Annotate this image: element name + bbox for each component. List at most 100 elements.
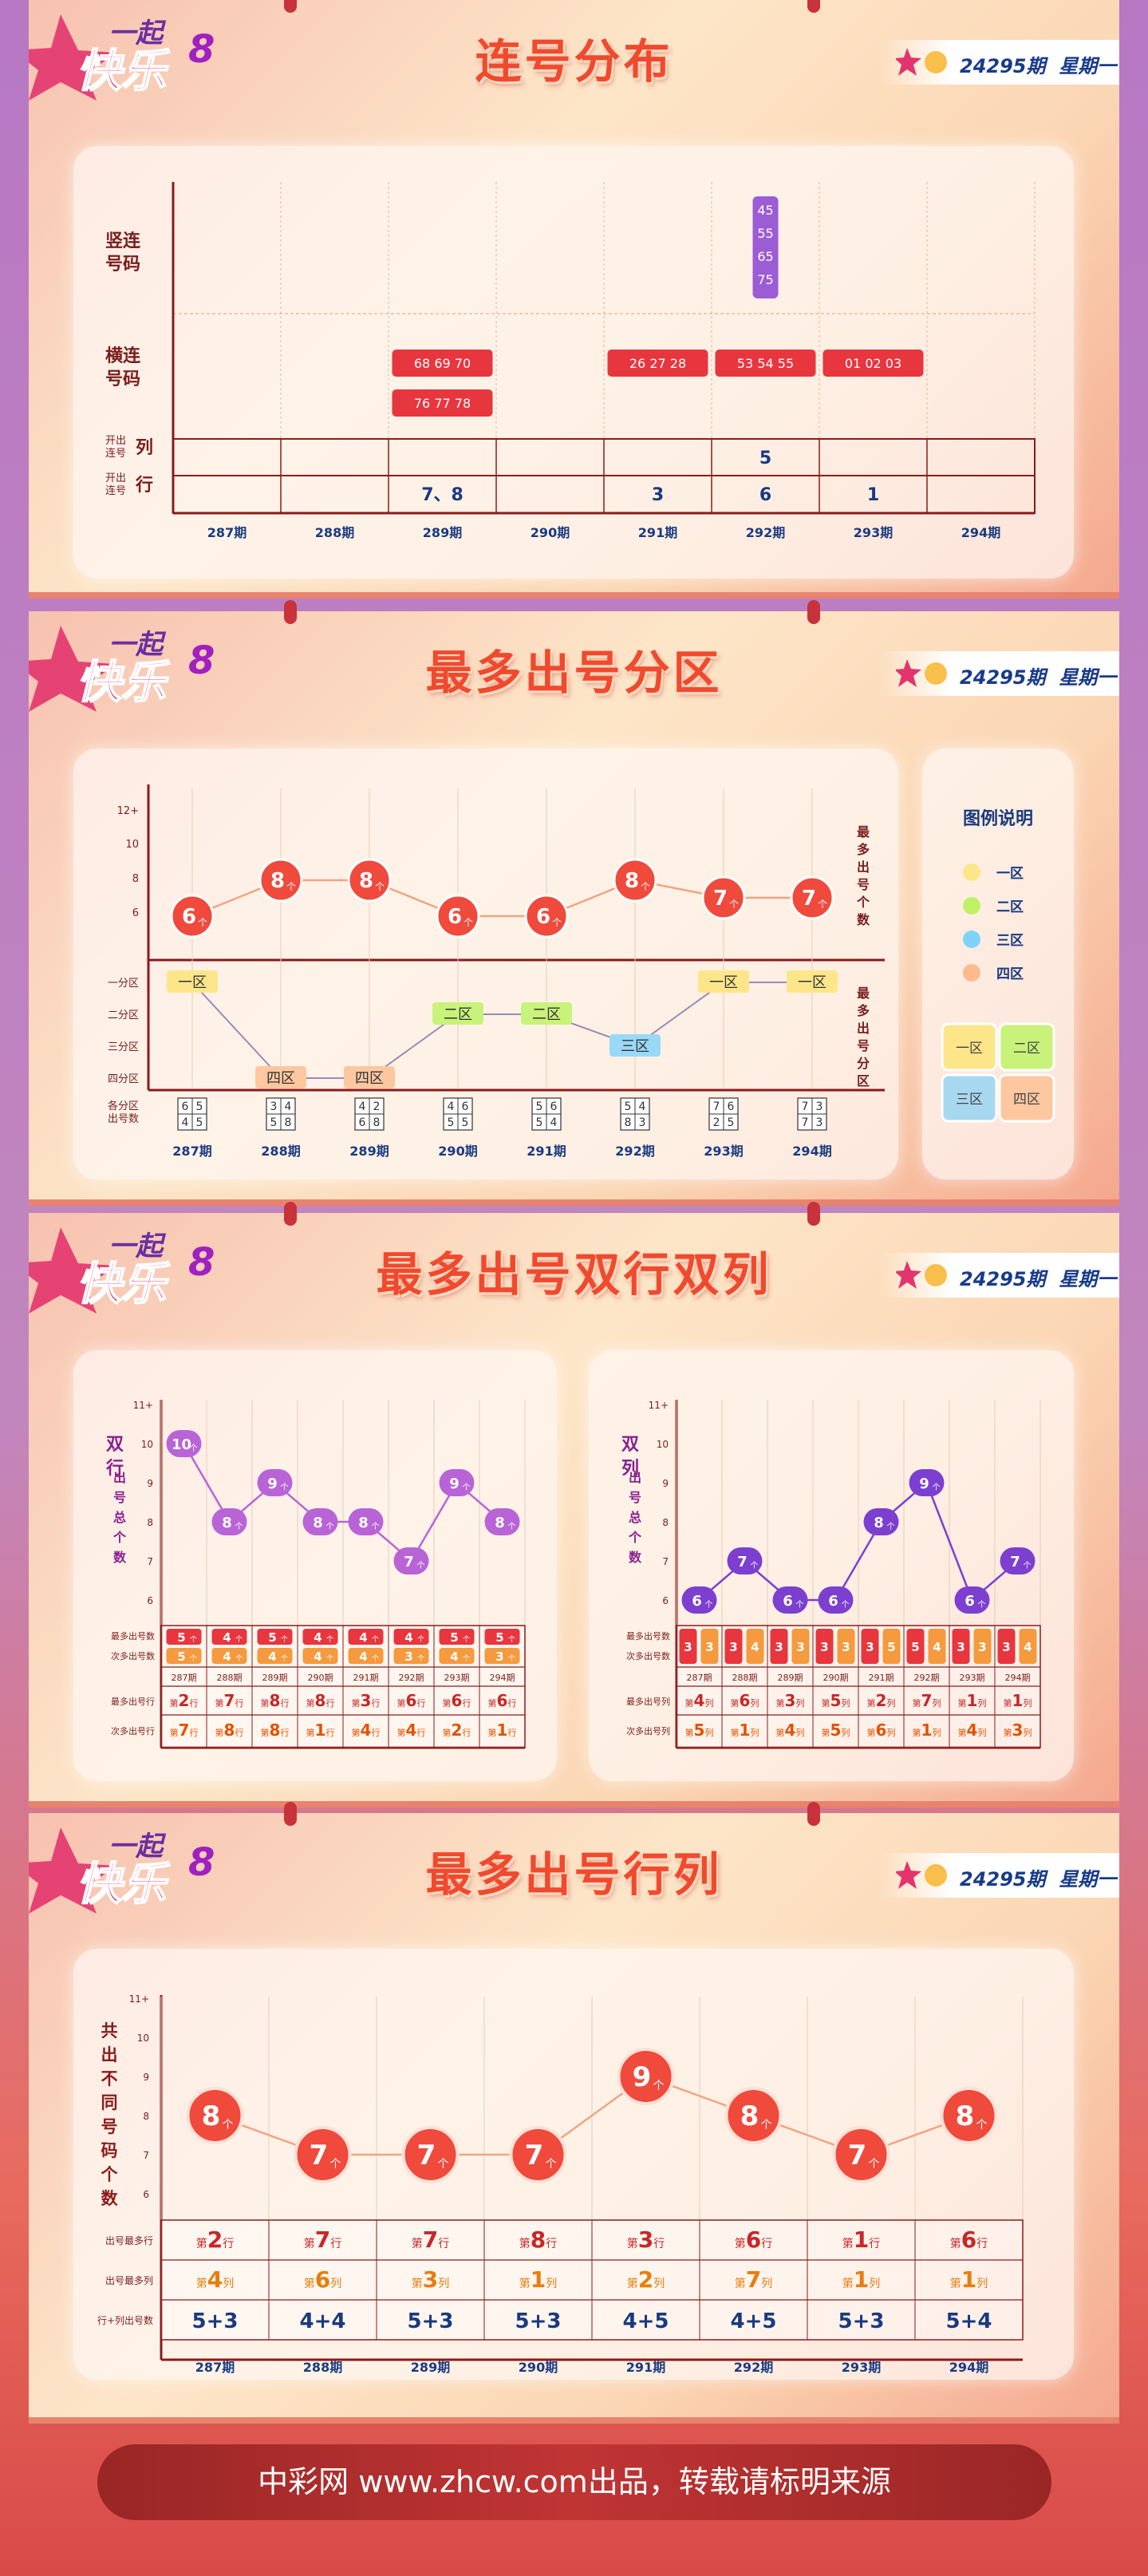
row-plus-col-value: 5+3 (408, 2309, 454, 2333)
value-marker-unit: 个 (761, 2119, 772, 2132)
value-marker (681, 1586, 717, 1614)
y-axis-title-char: 行 (105, 1458, 124, 1479)
value-marker-value: 6 (828, 1593, 838, 1610)
hanger-hook (807, 1802, 820, 1826)
second-count-unit: 个 (417, 1654, 424, 1663)
zone-marker (610, 1034, 661, 1057)
zone-count-value: 5 (448, 1116, 455, 1129)
x-tick-label: 292期 (914, 1673, 940, 1683)
value-marker-value: 8 (358, 1515, 369, 1531)
most-position: 第6行 (443, 1691, 471, 1710)
zone-count-value: 7 (802, 1100, 809, 1113)
most-count-value: 3 (775, 1640, 783, 1654)
most-col-value: 第1列 (950, 2266, 988, 2293)
x-tick-label: 287期 (207, 525, 247, 540)
zone-count-value: 4 (448, 1100, 455, 1113)
svg-text:一起: 一起 (108, 1831, 167, 1863)
value-marker-value: 7 (848, 2139, 867, 2171)
x-tick-label: 290期 (531, 525, 570, 540)
legend-grid-label: 一区 (956, 1041, 983, 1057)
y-tick-label: 11+ (649, 1400, 669, 1411)
zone-marker-label: 四区 (355, 1070, 384, 1087)
most-count-unit: 个 (326, 1635, 333, 1644)
issue-badge: 24295期 星期一 (880, 40, 1119, 85)
brand-mini-icon (896, 659, 947, 687)
most-count-value: 3 (729, 1640, 737, 1654)
section-title: 最多出号行列 (425, 1847, 723, 1902)
legend-label: 三区 (996, 933, 1024, 949)
section-banner: 一起 快乐 8 最多出号分区 24295期 星期一 (29, 611, 1119, 723)
second-count-badge (348, 1648, 384, 1664)
zone-marker (432, 1002, 483, 1025)
most-col-value: 第1列 (519, 2266, 557, 2293)
zone-marker (167, 970, 218, 993)
y-tick-label: 7 (147, 1556, 153, 1567)
table-row-label: 出号最多列 (105, 2275, 153, 2286)
second-count-badge (700, 1629, 719, 1664)
row-plus-col-value: 4+5 (623, 2309, 669, 2333)
value-marker-unit: 个 (546, 2158, 557, 2171)
zone-axis-label: 一分区 (108, 978, 139, 990)
count-marker (436, 894, 480, 938)
value-marker (166, 1430, 202, 1457)
legend-swatch (963, 897, 980, 915)
legend-swatch (963, 964, 980, 982)
horizontal-consecutive-number: 53 54 55 (737, 356, 794, 371)
svg-text:一起: 一起 (108, 1231, 167, 1262)
most-position: 第1列 (958, 1691, 987, 1710)
y-tick-label: 6 (662, 1595, 669, 1606)
second-count-value: 3 (404, 1650, 412, 1664)
second-position: 第4行 (352, 1721, 381, 1740)
y-axis-title-char: 出 (857, 859, 870, 875)
most-count-badge (211, 1629, 247, 1645)
x-tick-label: 288期 (217, 1673, 243, 1683)
x-tick-label: 292期 (399, 1673, 424, 1683)
y-axis-title-char: 多 (857, 842, 870, 857)
svg-text:快乐: 快乐 (77, 657, 170, 709)
value-marker (1000, 1547, 1036, 1574)
zone-marker-label: 一区 (709, 974, 738, 991)
second-count-badge (882, 1629, 901, 1664)
zone-count-value: 8 (373, 1116, 381, 1129)
legend-panel: 图例说明 一区 二区 三区 四区 一区 二区 三区 四区 (922, 749, 1074, 1179)
value-marker-value: 6 (692, 1593, 702, 1610)
value-marker-unit: 个 (223, 2119, 234, 2132)
count-marker-value: 6 (448, 905, 462, 929)
most-position: 第4列 (685, 1691, 714, 1710)
svg-text:开出: 开出 (105, 472, 126, 484)
hanger-hook (284, 1202, 297, 1226)
value-marker-value: 7 (525, 2139, 544, 2171)
value-marker-unit: 个 (869, 2158, 880, 2171)
value-marker-unit: 个 (372, 1522, 380, 1531)
y-axis-title-char: 个 (628, 1530, 642, 1545)
y-axis-title-char: 双 (106, 1435, 124, 1455)
second-count-badge (257, 1648, 293, 1664)
second-position: 第1列 (913, 1721, 941, 1740)
zone-marker-label: 二区 (444, 1006, 472, 1023)
second-count-badge (302, 1648, 338, 1664)
legend-grid-cell (941, 1022, 998, 1072)
svg-text:8: 8 (188, 27, 215, 72)
value-marker (772, 1586, 808, 1614)
consecutive-chart: 竖连号码 横连号码 开出连号列 开出连号行 57、8 3 6 1287期 288期 289… (105, 182, 1036, 540)
svg-text:横连: 横连 (105, 346, 141, 366)
footer-banner: 中彩网 www.zhcw.com出品，转载请标明来源 (97, 2444, 1051, 2520)
value-marker-unit: 个 (842, 1600, 850, 1610)
issue-text: 24295期 星期一 (960, 666, 1117, 689)
second-count-unit: 个 (508, 1654, 515, 1663)
x-tick-label: 287期 (687, 1673, 712, 1683)
y-axis-title-char: 总 (113, 1510, 126, 1525)
zone-marker (698, 970, 749, 993)
svg-text:8: 8 (188, 1840, 215, 1885)
row-plus-col-value: 5+3 (515, 2309, 562, 2333)
count-marker-unit: 个 (818, 899, 827, 910)
second-position: 第1列 (731, 1721, 759, 1740)
most-count-badge (484, 1629, 520, 1645)
zone-marker-label: 二区 (532, 1006, 561, 1023)
second-position: 第5列 (685, 1721, 714, 1740)
most-count-value: 4 (359, 1630, 367, 1645)
count-marker-unit: 个 (464, 917, 473, 928)
second-count-unit: 个 (372, 1654, 379, 1663)
